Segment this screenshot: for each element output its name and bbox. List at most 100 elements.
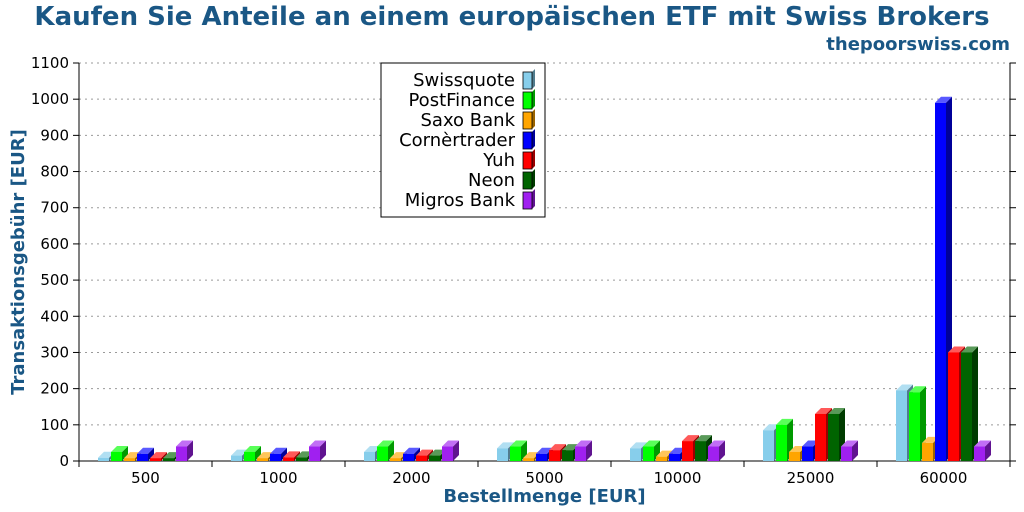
legend-swatch-side	[532, 69, 535, 89]
y-tick-label: 500	[40, 271, 69, 289]
x-tick-label: 500	[131, 469, 160, 487]
bar-front	[935, 102, 946, 462]
bar-top	[390, 452, 407, 459]
bar-front	[562, 450, 573, 461]
x-tick-label: 60000	[920, 469, 968, 487]
x-tick-label: 5000	[525, 469, 563, 487]
bar-side	[255, 445, 261, 461]
legend-swatch-side	[532, 89, 535, 109]
bar-top	[283, 451, 300, 458]
legend-swatch	[522, 171, 533, 190]
bar-top	[442, 440, 459, 447]
bar-top	[364, 445, 381, 452]
legend-item: Swissquote	[413, 69, 535, 91]
x-tick-label: 1000	[259, 469, 297, 487]
bar-front	[536, 453, 547, 461]
bar-top	[948, 346, 965, 353]
bar-front	[257, 458, 268, 461]
bar-front	[270, 453, 281, 461]
legend-item: PostFinance	[408, 89, 535, 111]
bar-top	[429, 449, 446, 456]
y-tick-label: 1000	[31, 90, 69, 108]
bar-top	[776, 418, 793, 425]
bar-top	[523, 452, 540, 459]
bar-front	[682, 441, 693, 461]
bar-top	[656, 450, 673, 457]
legend-swatch	[522, 91, 533, 110]
bar-migros-bank	[309, 440, 326, 461]
bar-side	[148, 447, 154, 461]
bar-front	[163, 458, 174, 461]
bar-side	[320, 440, 326, 461]
bar-neon	[961, 346, 978, 461]
bar-front	[922, 442, 933, 461]
bar-side	[281, 447, 287, 461]
bar-top	[309, 440, 326, 447]
bar-front	[377, 446, 388, 461]
legend-swatch-side	[532, 189, 535, 209]
legend-swatch-side	[532, 149, 535, 169]
bar-front	[98, 457, 109, 461]
bar-top	[270, 447, 287, 454]
bar-top	[377, 440, 394, 447]
legend-label: Yuh	[482, 150, 515, 171]
bar-corn-rtrader	[403, 447, 420, 461]
legend-label: Saxo Bank	[421, 110, 516, 131]
legend-item: Migros Bank	[405, 189, 535, 211]
bar-top	[669, 447, 686, 454]
bar-side	[414, 447, 420, 461]
bar-front	[575, 446, 586, 461]
y-tick-label: 0	[59, 452, 69, 470]
bar-side	[187, 440, 193, 461]
bar-front	[442, 446, 453, 461]
bar-side	[972, 346, 978, 461]
legend-swatch-side	[532, 129, 535, 149]
bar-front	[244, 451, 255, 461]
bar-migros-bank	[176, 440, 193, 461]
y-tick-label: 1100	[31, 54, 69, 72]
bar-front	[176, 446, 187, 461]
bar-front	[364, 451, 375, 461]
bar-top	[296, 451, 313, 458]
bar-front	[390, 458, 401, 461]
legend-swatch	[522, 131, 533, 150]
bar-top	[163, 452, 180, 459]
bar-top	[98, 451, 115, 458]
y-tick-label: 700	[40, 199, 69, 217]
bar-front	[523, 458, 534, 461]
bar-top	[896, 384, 913, 391]
legend-item: Cornèrtrader	[399, 129, 535, 151]
legend-label: PostFinance	[408, 90, 515, 111]
legend-box	[380, 62, 546, 218]
legend-swatch	[522, 191, 533, 210]
bar-top	[828, 407, 845, 414]
legend-label: Swissquote	[413, 70, 515, 91]
bar-side	[453, 440, 459, 461]
bar-top	[403, 447, 420, 454]
bar-top	[231, 449, 248, 456]
legend-swatch-side	[532, 169, 535, 189]
bar-postfinance	[244, 445, 261, 461]
bar-front	[549, 450, 560, 461]
bar-side	[586, 440, 592, 461]
bar-top	[176, 440, 193, 447]
legend-item: Neon	[468, 169, 535, 191]
y-tick-label: 300	[40, 343, 69, 361]
bar-front	[974, 446, 985, 461]
x-tick-label: 25000	[787, 469, 835, 487]
bar-top	[244, 445, 261, 452]
bar-front	[948, 352, 959, 461]
y-tick-label: 100	[40, 416, 69, 434]
x-axis-label: Bestellmenge [EUR]	[443, 486, 645, 507]
legend-label: Cornèrtrader	[399, 130, 516, 151]
bar-migros-bank	[575, 440, 592, 461]
bar-top	[536, 447, 553, 454]
bar-front	[815, 413, 826, 461]
bar-front	[630, 448, 641, 461]
bar-side	[161, 452, 167, 461]
bar-front	[828, 413, 839, 461]
bar-front	[695, 441, 706, 461]
bar-top	[802, 440, 819, 447]
bar-top	[630, 442, 647, 449]
